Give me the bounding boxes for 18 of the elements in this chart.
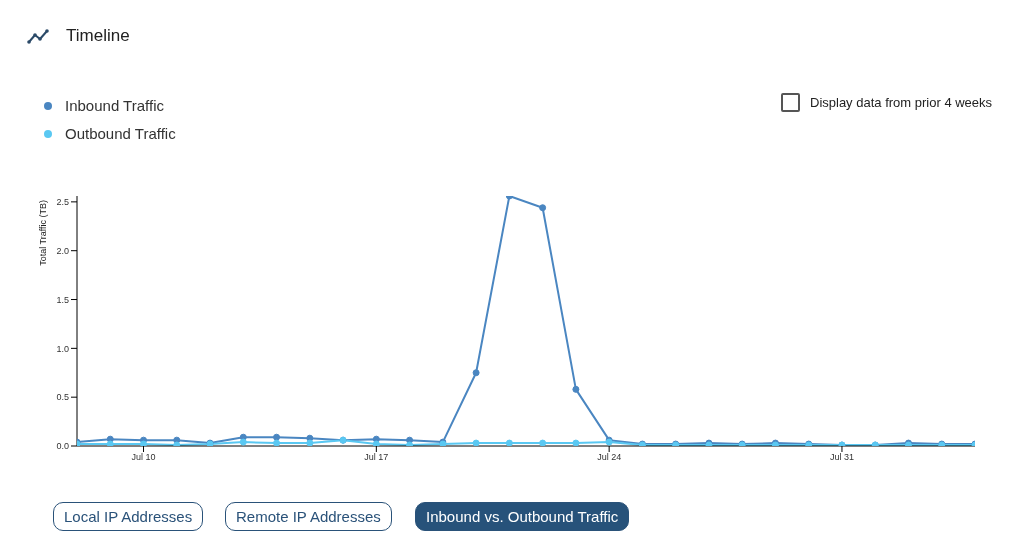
x-tick-label: Jul 17: [364, 452, 389, 463]
text: Local IP Addresses: [53, 502, 204, 531]
text: Inbound vs. Outbound Traffic: [415, 502, 630, 531]
text: Remote IP Addresses: [225, 502, 392, 531]
y-axis-title: Total Traffic (TB): [38, 200, 48, 266]
x-tick-label: Jul 10: [131, 452, 156, 463]
legend-label: Inbound Traffic: [65, 97, 164, 115]
x-tick-label: Jul 24: [597, 452, 622, 463]
x-tick-label: Jul 31: [829, 452, 854, 463]
y-tick-label: 0.0: [56, 441, 69, 452]
y-tick-label: 1.0: [56, 343, 69, 354]
y-tick-label: 2.5: [56, 197, 69, 208]
y-tick-label: 1.5: [56, 294, 69, 305]
text: Display data from prior 4 weeks: [810, 95, 993, 110]
legend-label: Outbound Traffic: [65, 125, 176, 143]
chart-title: Timeline: [66, 26, 130, 46]
y-tick-label: 0.5: [56, 392, 69, 403]
y-tick-label: 2.0: [56, 245, 69, 256]
